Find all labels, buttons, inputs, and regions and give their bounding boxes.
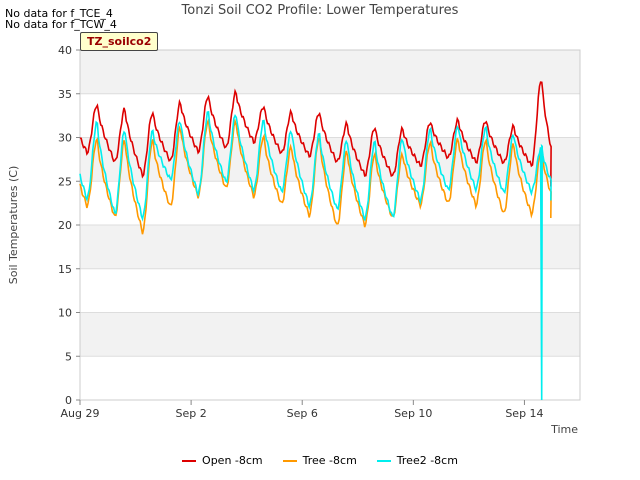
legend-swatch: [376, 460, 391, 462]
x-axis-label: Time: [550, 423, 578, 436]
legend-label: Open -8cm: [202, 454, 263, 467]
y-axis-label: Soil Temperatures (C): [7, 166, 20, 285]
plot-band: [80, 93, 580, 138]
plot-band: [80, 268, 580, 313]
legend-label: Tree -8cm: [302, 454, 357, 467]
y-tick-label: 0: [65, 394, 72, 407]
legend-item: Tree -8cm: [282, 454, 357, 467]
x-tick-label: Sep 14: [505, 407, 543, 420]
legend-item: Tree2 -8cm: [376, 454, 458, 467]
no-data-note-1: No data for f_TCE_4: [5, 7, 113, 20]
plot-band: [80, 225, 580, 269]
series-line-1: [79, 81, 552, 187]
tz-label-box: TZ_soilco2: [80, 32, 159, 51]
plot-band: [80, 356, 580, 400]
y-tick-label: 20: [58, 219, 72, 232]
x-tick-label: Aug 29: [61, 407, 100, 420]
y-tick-label: 35: [58, 88, 72, 101]
chart-title: Tonzi Soil CO2 Profile: Lower Temperatur…: [181, 3, 459, 18]
series-lines: [79, 81, 552, 401]
y-tick-label: 10: [58, 307, 72, 320]
legend-label: Tree2 -8cm: [396, 454, 458, 467]
plot-band: [80, 50, 580, 94]
legend: Open -8cm Tree -8cm Tree2 -8cm: [0, 454, 640, 467]
y-tick-label: 30: [58, 132, 72, 145]
x-axis: Aug 29 Sep 2 Sep 6 Sep 10 Sep 14: [61, 400, 544, 420]
no-data-note-2: No data for f_TCW_4: [5, 18, 117, 31]
series-line-3: [79, 110, 552, 401]
legend-item: Open -8cm: [182, 454, 263, 467]
legend-swatch: [282, 460, 297, 462]
x-tick-label: Sep 2: [175, 407, 206, 420]
x-tick-label: Sep 10: [394, 407, 432, 420]
legend-swatch: [182, 460, 197, 462]
y-tick-label: 5: [65, 350, 72, 363]
x-tick-label: Sep 6: [287, 407, 318, 420]
y-axis: 0 5 10 15 20 25 30 35 40: [58, 44, 80, 407]
y-tick-label: 15: [58, 263, 72, 276]
plot-band: [80, 312, 580, 357]
y-tick-label: 25: [58, 175, 72, 188]
y-tick-label: 40: [58, 44, 72, 57]
